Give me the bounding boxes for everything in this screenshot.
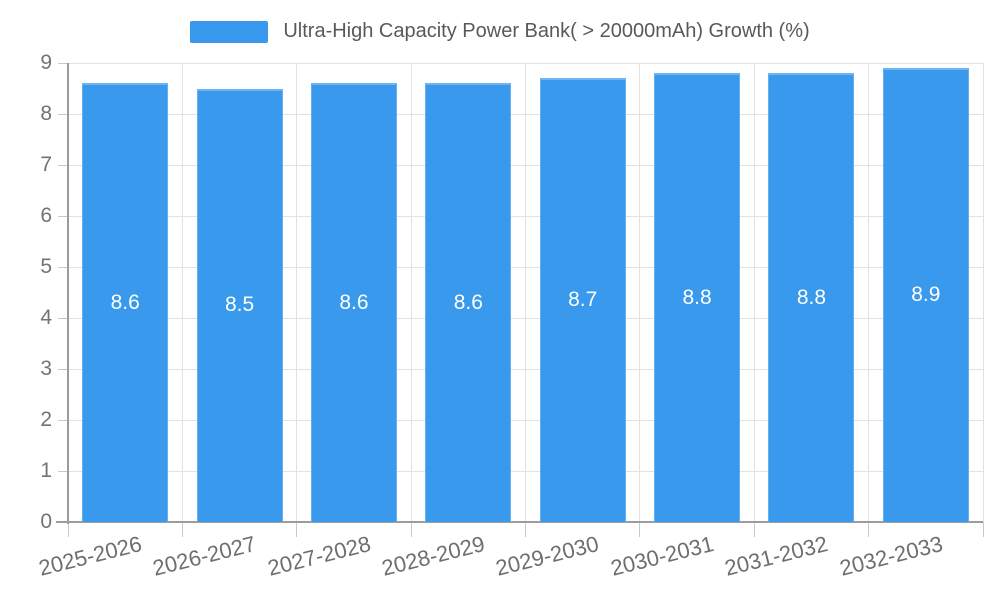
bar-2028-2029[interactable] bbox=[425, 83, 512, 522]
x-axis-tick bbox=[410, 522, 412, 537]
x-axis-label: 2026-2027 bbox=[150, 531, 259, 581]
y-axis-tick bbox=[58, 62, 68, 64]
y-axis-tick-label: 9 bbox=[40, 51, 52, 74]
bar-value-label: 8.9 bbox=[911, 283, 941, 307]
bar-2025-2026[interactable] bbox=[82, 83, 169, 522]
x-axis-tick bbox=[67, 522, 69, 537]
bar-2029-2030[interactable] bbox=[539, 78, 626, 522]
bar-2032-2033[interactable] bbox=[882, 68, 969, 522]
bar-2031-2032[interactable] bbox=[768, 73, 855, 522]
bar-2030-2031[interactable] bbox=[654, 73, 741, 522]
x-axis-tick bbox=[525, 522, 526, 537]
x-gridline bbox=[525, 63, 526, 522]
y-axis-tick-label: 8 bbox=[40, 102, 52, 125]
x-axis-label: 2029-2030 bbox=[493, 531, 602, 581]
x-axis-tick bbox=[296, 522, 298, 537]
bar-2027-2028[interactable] bbox=[310, 83, 397, 522]
x-axis-tick bbox=[181, 522, 183, 537]
x-gridline bbox=[296, 63, 298, 522]
legend-series-label[interactable]: Ultra-High Capacity Power Bank( > 20000m… bbox=[283, 20, 810, 42]
y-axis-tick-label: 2 bbox=[40, 408, 52, 431]
y-axis-tick-label: 3 bbox=[40, 357, 52, 380]
y-axis-tick-label: 5 bbox=[40, 255, 52, 278]
x-axis-label: 2025-2026 bbox=[36, 531, 145, 581]
y-axis-tick bbox=[58, 113, 68, 115]
y-axis-tick-label: 0 bbox=[40, 510, 52, 533]
legend-swatch-icon[interactable] bbox=[190, 20, 269, 43]
y-axis-tick bbox=[58, 164, 68, 166]
y-axis-tick bbox=[58, 317, 68, 319]
bar-value-label: 8.8 bbox=[796, 285, 827, 309]
x-axis-label: 2027-2028 bbox=[264, 531, 373, 581]
x-axis-label: 2030-2031 bbox=[607, 531, 717, 581]
chart-legend: Ultra-High Capacity Power Bank( > 20000m… bbox=[0, 20, 1000, 43]
bar-value-label: 8.6 bbox=[339, 290, 369, 314]
x-gridline bbox=[410, 63, 412, 522]
bar-value-label: 8.8 bbox=[682, 285, 712, 309]
y-axis-tick bbox=[58, 266, 68, 268]
y-axis-tick-label: 4 bbox=[40, 306, 52, 329]
y-axis-tick bbox=[58, 368, 68, 370]
y-axis-tick-label: 1 bbox=[40, 459, 52, 482]
x-axis-tick bbox=[982, 522, 984, 537]
y-axis-line bbox=[67, 63, 69, 524]
x-axis-tick bbox=[639, 522, 641, 537]
x-gridline bbox=[982, 63, 984, 522]
x-axis-label: 2031-2032 bbox=[722, 531, 831, 581]
bar-value-label: 8.7 bbox=[568, 288, 598, 312]
x-gridline bbox=[753, 63, 755, 522]
x-gridline bbox=[639, 63, 641, 522]
y-axis-tick bbox=[58, 215, 68, 217]
x-axis-line bbox=[56, 521, 983, 523]
x-axis-tick bbox=[753, 522, 755, 537]
bar-2026-2027[interactable] bbox=[196, 88, 283, 522]
x-axis-label: 2032-2033 bbox=[836, 531, 945, 581]
y-axis-tick bbox=[58, 419, 68, 421]
x-axis-tick bbox=[868, 522, 870, 537]
y-axis-tick bbox=[58, 470, 68, 472]
bar-value-label: 8.6 bbox=[110, 290, 140, 314]
bar-value-label: 8.5 bbox=[224, 293, 255, 317]
x-gridline bbox=[181, 63, 183, 522]
bar-value-label: 8.6 bbox=[453, 290, 483, 314]
x-axis-label: 2028-2029 bbox=[379, 531, 488, 581]
y-axis-tick-label: 7 bbox=[40, 153, 52, 176]
y-axis-tick-label: 6 bbox=[40, 204, 52, 227]
x-gridline bbox=[868, 63, 870, 522]
